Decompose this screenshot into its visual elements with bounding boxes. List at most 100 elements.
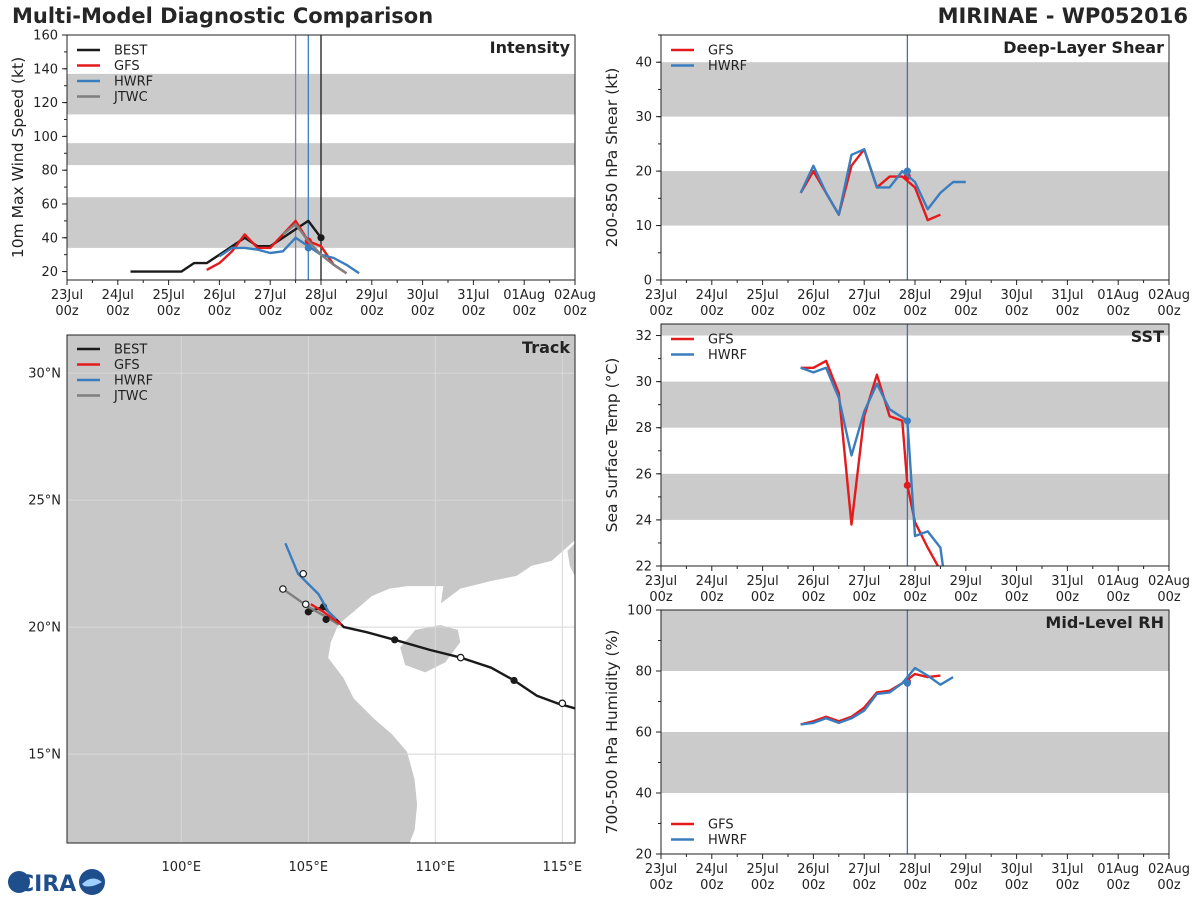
- cira-logo: CIRA: [4, 866, 108, 902]
- shear-point-hwrf: [903, 167, 911, 175]
- intensity-xtick-label: 29Jul 00z: [356, 288, 388, 319]
- rh-legend-label-hwrf: HWRF: [708, 833, 747, 848]
- shear-series-hwrf: [799, 148, 966, 216]
- sst-point-hwrf: [903, 417, 911, 425]
- shear-xtick-label: 24Jul 00z: [696, 288, 728, 319]
- rh-ylabel: 700-500 hPa Humidity (%): [603, 630, 621, 835]
- track-ytick-label: 15°N: [28, 748, 61, 763]
- sst-ytick-label: 26: [635, 467, 652, 482]
- sst-ylabel: Sea Surface Temp (°C): [603, 358, 621, 533]
- track-panel: 100°E 105°E 110°E 115°E 15°N 20°N 25°N 30°N Trac…: [28, 334, 583, 875]
- intensity-xtick-label: 26Jul 00z: [203, 288, 235, 319]
- shear-band: [661, 171, 1169, 226]
- track-island: [399, 624, 462, 674]
- shear-legend-label-gfs: GFS: [708, 44, 734, 59]
- rh-band: [661, 610, 1169, 671]
- track-xtick-label: 110°E: [416, 860, 456, 875]
- intensity-xtick-label: 23Jul 00z: [51, 288, 83, 319]
- shear-ytick-label: 30: [635, 110, 652, 125]
- track-title: Track: [522, 338, 570, 357]
- track-frame: [66, 334, 576, 844]
- rh-xtick-label: 01Aug 00z: [1097, 862, 1139, 893]
- shear-title: Deep-Layer Shear: [1003, 38, 1164, 57]
- rh-xtick-label: 31Jul 00z: [1051, 862, 1083, 893]
- storm-name: MIRINAE - WP052016: [937, 4, 1188, 28]
- rh-ytick-label: 20: [635, 848, 652, 863]
- rh-xtick-label: 30Jul 00z: [1000, 862, 1032, 893]
- sst-xtick-label: 02Aug 00z: [1148, 574, 1190, 605]
- track-fix-open: [456, 653, 465, 662]
- track-xtick-label: 100°E: [162, 860, 202, 875]
- rh-ytick-label: 60: [635, 726, 652, 741]
- shear-xtick-label: 28Jul 00z: [899, 288, 931, 319]
- intensity-ytick-label: 160: [33, 29, 58, 44]
- sst-xtick-label: 26Jul 00z: [797, 574, 829, 605]
- figure-title: Multi-Model Diagnostic Comparison: [12, 4, 434, 28]
- rh-xtick-label: 26Jul 00z: [797, 862, 829, 893]
- track-legend-label-gfs: GFS: [114, 358, 140, 373]
- intensity-legend-label-best: BEST: [114, 44, 147, 59]
- intensity-series-hwrf: [218, 236, 360, 275]
- sst-ytick-label: 32: [635, 329, 652, 344]
- intensity-ytick-label: 40: [41, 231, 58, 246]
- sst-band: [661, 381, 1169, 428]
- shear-ytick-label: 10: [635, 219, 652, 234]
- rh-series-hwrf: [800, 666, 954, 726]
- sst-ytick-label: 28: [635, 421, 652, 436]
- sst-point-gfs: [903, 481, 911, 489]
- intensity-xtick-label: 27Jul 00z: [254, 288, 286, 319]
- track-fix-open: [299, 569, 308, 578]
- rh-xtick-label: 28Jul 00z: [899, 862, 931, 893]
- intensity-series-gfs: [206, 219, 348, 275]
- rh-xtick-label: 02Aug 00z: [1148, 862, 1190, 893]
- intensity-panel: 20 40 60 80 100 120 140 160 23Jul 00z 24Jul 00z 25Ju…: [9, 29, 596, 320]
- track-xtick-label: 115°E: [543, 860, 583, 875]
- track-fix-filled: [510, 676, 518, 685]
- rh-band: [661, 732, 1169, 793]
- shear-xtick-label: 26Jul 00z: [797, 288, 829, 319]
- intensity-legend-label-hwrf: HWRF: [114, 75, 153, 90]
- shear-xtick-label: 31Jul 00z: [1051, 288, 1083, 319]
- sst-panel: 22 24 26 28 30 32 23Jul 00z 24Jul 00z 25Jul 00z 26Ju…: [603, 323, 1190, 605]
- sst-legend-label-hwrf: HWRF: [708, 348, 747, 363]
- shear-ytick-label: 20: [635, 165, 652, 180]
- intensity-legend-label-gfs: GFS: [114, 59, 140, 74]
- track-fix-filled: [322, 615, 330, 624]
- track-fix-filled: [304, 608, 312, 616]
- shear-ylabel: 200-850 hPa Shear (kt): [603, 68, 621, 248]
- track-ytick-label: 30°N: [28, 367, 61, 382]
- rh-panel: 20 40 60 80 100 23Jul 00z 24Jul 00z 25Jul 00z 26Jul…: [603, 604, 1190, 894]
- rh-ytick-label: 100: [627, 604, 652, 619]
- shear-ytick-label: 0: [644, 274, 652, 289]
- shear-xtick-label: 30Jul 00z: [1000, 288, 1032, 319]
- rh-point-hwrf: [903, 679, 911, 687]
- intensity-ytick-label: 140: [33, 62, 58, 77]
- track-legend-label-best: BEST: [114, 343, 147, 358]
- intensity-xtick-label: 28Jul 00z: [305, 288, 337, 319]
- shear-xtick-label: 25Jul 00z: [746, 288, 778, 319]
- sst-xtick-label: 30Jul 00z: [1000, 574, 1032, 605]
- track-legend-label-hwrf: HWRF: [114, 374, 153, 389]
- rh-series-gfs: [800, 672, 941, 726]
- intensity-point-hwrf: [304, 244, 312, 252]
- intensity-xtick-label: 24Jul 00z: [102, 288, 134, 319]
- sst-ytick-label: 22: [635, 560, 652, 575]
- sst-band: [661, 473, 1169, 520]
- cira-logo-graphic: CIRA: [8, 869, 105, 897]
- intensity-ylabel: 10m Max Wind Speed (kt): [9, 57, 27, 258]
- sst-xtick-label: 28Jul 00z: [899, 574, 931, 605]
- shear-ytick-label: 40: [635, 56, 652, 71]
- sst-ytick-label: 30: [635, 375, 652, 390]
- intensity-ytick-label: 20: [41, 265, 58, 280]
- sst-xtick-label: 29Jul 00z: [950, 574, 982, 605]
- track-fix-open: [279, 585, 287, 593]
- sst-xtick-label: 27Jul 00z: [848, 574, 880, 605]
- shear-xtick-label: 27Jul 00z: [848, 288, 880, 319]
- intensity-point-best: [317, 234, 325, 242]
- intensity-series-best: [130, 219, 322, 273]
- shear-legend-label-hwrf: HWRF: [708, 59, 747, 74]
- track-line-gfs: [310, 603, 342, 626]
- cira-globe-icon: [8, 871, 30, 893]
- track-ytick-label: 20°N: [28, 621, 61, 636]
